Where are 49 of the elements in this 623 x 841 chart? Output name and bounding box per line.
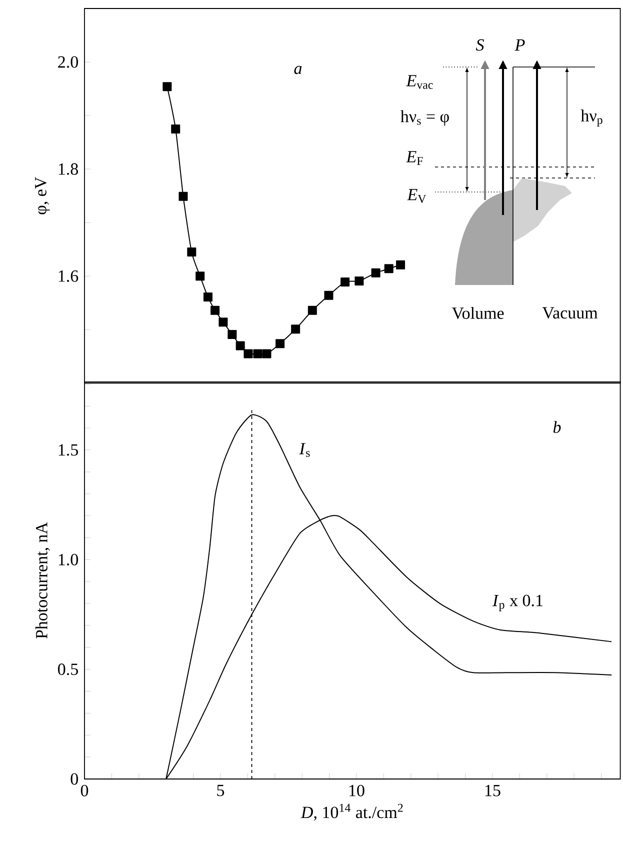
y-tick-label: 1.6	[58, 270, 78, 282]
y-tick-label: 2.0	[58, 56, 78, 68]
point	[291, 324, 300, 334]
x-tick-label: 10	[349, 784, 364, 796]
annotation: I$_{p}$ x 0.1	[492, 594, 542, 612]
x-tick-label: 5	[217, 784, 224, 796]
y-axis-title: Photocurrent, nA	[35, 522, 50, 639]
point	[371, 268, 380, 278]
annotation: hν$_{s}$ = φ	[400, 110, 449, 126]
point	[324, 290, 334, 300]
y-tick-label: 0.5	[58, 664, 78, 676]
point	[262, 349, 272, 358]
y-tick-label: 0	[70, 773, 78, 785]
x-axis-title: D, 10$^{14}$ at./cm$^{2}$	[300, 804, 403, 821]
point	[308, 306, 317, 315]
point	[187, 248, 196, 257]
annotation: Vacuum	[542, 307, 598, 319]
point	[384, 264, 394, 274]
x-tick-label: 15	[485, 784, 500, 796]
annotation: E$_{F}$	[406, 151, 423, 165]
y-tick-label: 1.5	[58, 444, 78, 456]
point	[236, 341, 245, 350]
point	[228, 330, 237, 339]
y-axis-title: φ, eV	[35, 176, 50, 214]
annotation: Volume	[452, 306, 504, 320]
point	[396, 260, 406, 270]
point	[218, 318, 228, 327]
point	[178, 192, 188, 201]
y-tick-label: 1.0	[58, 554, 78, 566]
point	[203, 292, 212, 302]
point	[171, 124, 180, 134]
point	[354, 276, 364, 286]
annotation: E$_{V}$	[407, 189, 426, 203]
point	[196, 272, 205, 281]
point	[340, 278, 350, 287]
annotation: I$_{s}$	[299, 443, 310, 457]
annotation: hν$_{p}$	[580, 110, 602, 126]
annotation: b	[553, 421, 561, 433]
annotation: a	[294, 66, 302, 74]
annotation: E$_{vac}$	[406, 75, 433, 89]
annotation: P	[514, 39, 525, 51]
annotation: S	[476, 39, 484, 51]
point	[244, 349, 253, 358]
y-tick-label: 1.8	[58, 163, 78, 175]
point	[253, 349, 262, 358]
x-tick-label: 0	[80, 784, 88, 796]
point	[162, 82, 172, 92]
point	[210, 306, 220, 315]
point	[276, 339, 285, 348]
